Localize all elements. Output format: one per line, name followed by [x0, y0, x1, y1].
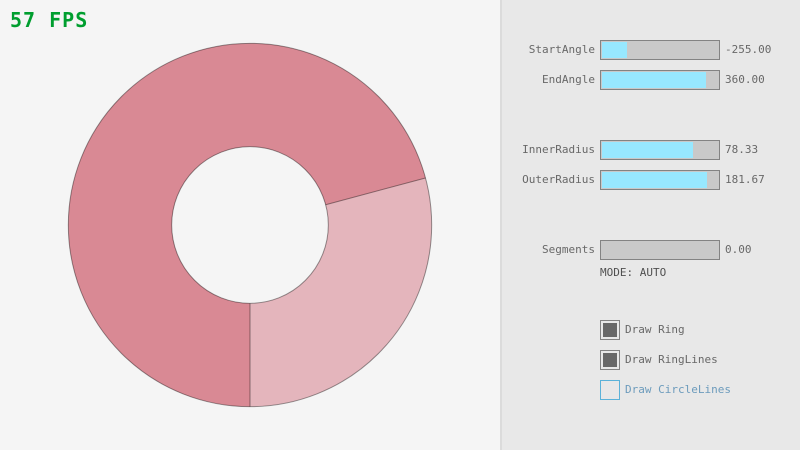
- slider-segments[interactable]: [600, 240, 720, 260]
- panel-divider: [500, 0, 502, 450]
- slider-outer-radius[interactable]: [600, 170, 720, 190]
- checkbox-label-draw-ring: Draw Ring: [625, 323, 685, 336]
- slider-value-inner-radius: 78.33: [725, 143, 759, 156]
- slider-fill-start-angle: [602, 42, 627, 58]
- checkbox-label-draw-circle-lines: Draw CircleLines: [625, 383, 731, 396]
- slider-fill-end-angle: [602, 72, 706, 88]
- slider-value-start-angle: -255.00: [725, 43, 772, 56]
- slider-label-inner-radius: InnerRadius: [522, 143, 595, 156]
- slider-label-outer-radius: OuterRadius: [522, 173, 595, 186]
- slider-inner-radius[interactable]: [600, 140, 720, 160]
- ring-inner-line: [171, 146, 329, 304]
- checkbox-draw-ring[interactable]: [600, 320, 620, 340]
- checkbox-draw-ring-lines[interactable]: [600, 350, 620, 370]
- fps-counter: 57 FPS: [10, 8, 89, 32]
- ring-outer-line: [67, 42, 433, 408]
- slider-start-angle[interactable]: [600, 40, 720, 60]
- slider-value-end-angle: 360.00: [725, 73, 765, 86]
- slider-value-segments: 0.00: [725, 243, 752, 256]
- checkbox-label-draw-ring-lines: Draw RingLines: [625, 353, 718, 366]
- ring-double-pass: [68, 43, 426, 407]
- slider-end-angle[interactable]: [600, 70, 720, 90]
- mode-label: MODE: AUTO: [600, 266, 667, 279]
- ring-start-angle-line: [325, 177, 426, 206]
- slider-fill-outer-radius: [602, 172, 707, 188]
- checkbox-check-draw-ring-lines: [603, 353, 617, 367]
- slider-fill-inner-radius: [602, 142, 693, 158]
- slider-label-segments: Segments: [542, 243, 595, 256]
- checkbox-draw-circle-lines[interactable]: [600, 380, 620, 400]
- slider-label-end-angle: EndAngle: [542, 73, 595, 86]
- checkbox-check-draw-ring: [603, 323, 617, 337]
- slider-label-start-angle: StartAngle: [528, 43, 595, 56]
- slider-value-outer-radius: 181.67: [725, 173, 765, 186]
